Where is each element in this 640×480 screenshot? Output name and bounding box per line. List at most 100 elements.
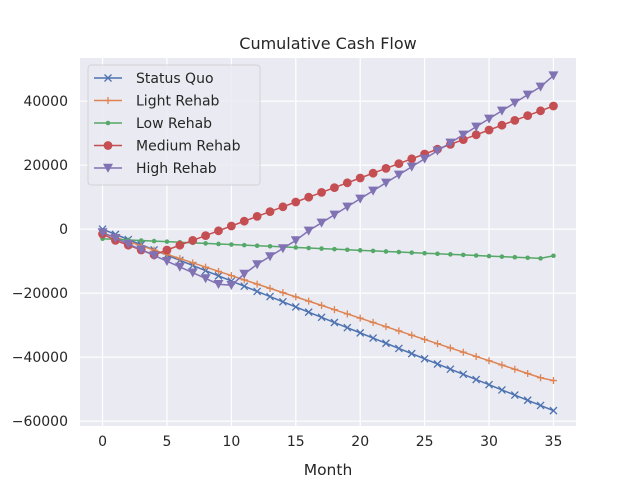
data-point-high-rehab	[484, 114, 495, 124]
data-point-status-quo	[536, 401, 545, 410]
data-point-high-rehab	[509, 98, 520, 108]
legend-label: Low Rehab	[136, 116, 212, 132]
data-point-low-rehab	[216, 241, 221, 247]
data-point-status-quo	[523, 396, 532, 405]
data-point-high-rehab	[290, 236, 301, 246]
data-point-medium-rehab	[278, 202, 288, 212]
x-tick-label: 10	[222, 434, 240, 450]
data-point-status-quo	[472, 375, 481, 384]
x-tick-label: 0	[98, 434, 107, 450]
data-point-medium-rehab	[471, 130, 481, 140]
data-point-medium-rehab	[265, 207, 275, 217]
legend-item-light-rehab: Light Rehab	[94, 94, 220, 110]
data-point-high-rehab	[213, 280, 224, 290]
data-point-low-rehab	[293, 245, 299, 250]
data-point-status-quo	[446, 365, 455, 374]
x-tick-label: 35	[545, 434, 563, 450]
data-point-light-rehab	[446, 344, 454, 352]
data-point-medium-rehab	[381, 164, 391, 173]
data-point-high-rehab	[548, 71, 559, 81]
series-high-rehab	[97, 71, 559, 290]
data-point-high-rehab	[419, 154, 430, 164]
data-point-low-rehab	[357, 248, 363, 253]
y-tick-label: −40000	[12, 350, 68, 366]
data-point-high-rehab	[252, 260, 263, 270]
data-point-status-quo	[433, 360, 442, 368]
x-tick-label: 30	[480, 434, 498, 450]
data-point-medium-rehab	[342, 178, 352, 188]
data-point-high-rehab	[458, 130, 469, 140]
data-point-medium-rehab	[407, 154, 417, 164]
data-point-high-rehab	[97, 228, 108, 238]
data-point-status-quo	[549, 406, 558, 415]
data-point-light-rehab	[343, 310, 351, 318]
data-point-high-rehab	[303, 226, 314, 236]
data-point-medium-rehab	[252, 212, 262, 221]
data-point-status-quo	[420, 354, 429, 363]
data-point-light-rehab	[253, 280, 261, 288]
data-point-low-rehab	[241, 242, 247, 248]
data-point-light-rehab	[434, 340, 442, 348]
data-point-status-quo	[394, 344, 403, 353]
data-point-low-rehab	[267, 243, 273, 249]
data-point-status-quo	[266, 292, 274, 301]
x-tick-label: 15	[287, 434, 305, 450]
data-point-light-rehab	[318, 301, 326, 309]
data-point-status-quo	[407, 349, 416, 358]
data-point-low-rehab	[164, 239, 170, 244]
legend-label: Medium Rehab	[136, 139, 241, 155]
data-point-medium-rehab	[175, 240, 185, 250]
legend-label: High Rehab	[136, 161, 217, 177]
data-point-medium-rehab	[239, 216, 249, 226]
data-point-light-rehab	[330, 306, 338, 314]
data-point-light-rehab	[549, 377, 557, 385]
data-point-low-rehab	[396, 249, 402, 255]
data-point-status-quo	[304, 308, 313, 317]
legend-label: Status Quo	[136, 71, 214, 87]
legend-box	[87, 64, 261, 186]
legend-item-medium-rehab: Medium Rehab	[94, 139, 241, 155]
legend-item-status-quo: Status Quo	[94, 71, 214, 87]
legend: Status Quo Light Rehab Low Rehab Medium Reh…	[87, 64, 261, 186]
data-point-status-quo	[253, 287, 262, 296]
data-point-high-rehab	[174, 262, 185, 272]
data-point-medium-rehab	[188, 236, 198, 245]
data-point-high-rehab	[149, 251, 160, 261]
data-point-low-rehab	[254, 243, 260, 249]
series-line-light-rehab	[102, 232, 554, 382]
data-point-status-quo	[510, 391, 519, 400]
y-tick-label: 0	[59, 222, 68, 238]
x-tick-labels: 0 5 10 15 20 25 30 35	[98, 434, 562, 450]
data-point-low-rehab	[499, 254, 505, 259]
data-point-medium-rehab	[355, 173, 365, 183]
data-point-medium-rehab	[523, 111, 533, 120]
y-tick-label: 40000	[23, 94, 68, 110]
data-point-low-rehab	[473, 253, 479, 258]
data-point-status-quo	[240, 282, 249, 291]
series-line-status-quo	[102, 228, 554, 412]
data-point-low-rehab	[332, 246, 337, 252]
y-tick-label: −60000	[12, 414, 68, 430]
data-point-low-rehab	[306, 245, 311, 251]
data-point-light-rehab	[292, 293, 300, 301]
y-tick-label: −20000	[12, 286, 68, 302]
data-point-medium-rehab	[549, 101, 558, 111]
data-point-medium-rehab	[330, 183, 339, 193]
data-point-high-rehab	[123, 239, 134, 249]
data-point-high-rehab	[239, 269, 250, 279]
data-point-light-rehab	[459, 348, 467, 356]
data-point-high-rehab	[380, 178, 391, 188]
data-point-medium-rehab	[484, 125, 494, 135]
data-point-high-rehab	[496, 106, 507, 116]
legend-item-high-rehab: High Rehab	[94, 161, 217, 177]
data-point-light-rehab	[511, 365, 519, 373]
data-point-low-rehab	[319, 246, 324, 251]
x-tick-label: 25	[416, 434, 434, 450]
data-point-light-rehab	[382, 323, 390, 331]
data-point-high-rehab	[265, 252, 276, 262]
data-point-medium-rehab	[201, 231, 211, 241]
data-point-medium-rehab	[162, 245, 172, 255]
data-point-light-rehab	[356, 314, 364, 322]
data-point-medium-rehab	[497, 120, 507, 130]
